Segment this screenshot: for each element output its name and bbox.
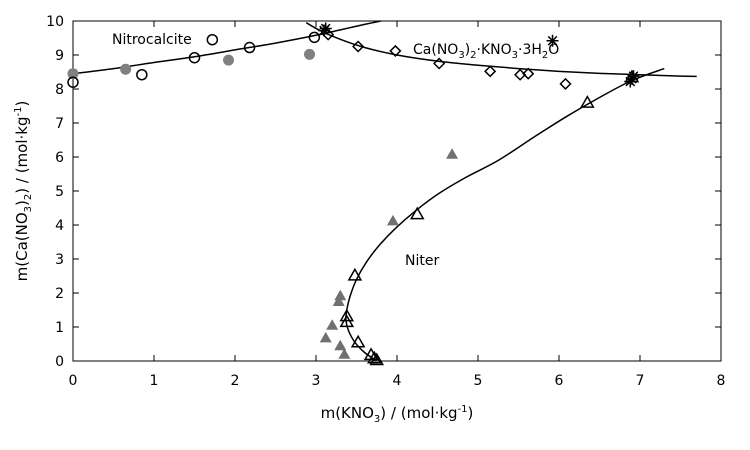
data-point-open-triangle xyxy=(409,206,425,220)
data-point-filled-circle xyxy=(120,63,132,75)
y-tick-label: 2 xyxy=(55,286,64,302)
data-point-filled-triangle xyxy=(326,319,339,330)
x-tick-label: 2 xyxy=(231,373,240,389)
y-tick-label: 1 xyxy=(55,320,64,336)
annotation-niter: Niter xyxy=(405,253,439,269)
y-axis-title-part: kg xyxy=(13,116,31,134)
data-point-filled-triangle xyxy=(338,348,351,359)
data-point-open-triangle xyxy=(624,69,640,83)
double-salt-part: ·3H xyxy=(518,42,542,58)
data-point-open-triangle xyxy=(580,95,595,108)
plot-frame xyxy=(72,20,722,362)
double-salt-sub: 2 xyxy=(470,50,476,61)
x-axis-title-part: m(KNO xyxy=(321,404,374,422)
x-tick-label: 1 xyxy=(150,373,159,389)
data-point-open-circle xyxy=(67,76,79,88)
double-salt-part: Ca(NO xyxy=(413,42,458,58)
data-point-open-circle xyxy=(308,31,321,44)
data-point-filled-triangle xyxy=(334,289,347,301)
data-point-filled-circle xyxy=(304,48,316,60)
data-point-open-diamond xyxy=(522,67,535,80)
y-tick-label: 10 xyxy=(46,14,64,30)
data-point-open-diamond xyxy=(433,57,446,70)
data-point-asterisk xyxy=(627,70,640,83)
data-point-open-diamond xyxy=(352,40,365,53)
x-tick-label: 0 xyxy=(69,373,78,389)
x-axis-title-part: ) xyxy=(468,404,474,422)
data-point-open-triangle xyxy=(367,350,382,364)
y-tick-label: 8 xyxy=(55,82,64,98)
fit-curve xyxy=(305,22,697,78)
x-axis-title-sub: 3 xyxy=(374,414,380,425)
axes xyxy=(72,20,722,362)
data-point-filled-triangle xyxy=(446,148,459,159)
y-axis-title-sup: -1 xyxy=(13,106,24,116)
data-point-open-triangle xyxy=(369,352,385,366)
y-axis-title-part: m(Ca(NO xyxy=(13,212,31,281)
data-points xyxy=(67,22,640,366)
x-tick-label: 8 xyxy=(717,373,726,389)
y-axis-title-part: ) xyxy=(13,101,31,107)
data-point-open-diamond xyxy=(559,77,572,90)
data-point-open-circle xyxy=(243,41,256,54)
double-salt-sub: 3 xyxy=(512,50,518,61)
x-axis-title-dot: · xyxy=(435,404,440,422)
y-tick-label: 5 xyxy=(55,184,64,200)
y-axis-title-part: ) xyxy=(13,200,31,206)
data-point-open-circle xyxy=(136,68,148,81)
data-point-open-triangle xyxy=(339,308,355,322)
x-axis-title-part: kg xyxy=(439,404,457,422)
fit-curve xyxy=(73,20,381,75)
data-point-open-circle xyxy=(188,51,201,64)
double-salt-part: O xyxy=(548,42,559,58)
x-axis-title-part: ) / (mol xyxy=(380,404,434,422)
data-point-asterisk xyxy=(546,34,559,47)
double-salt-part: ) xyxy=(465,42,470,58)
x-axis-title: m(KNO3) / (mol·kg-1) xyxy=(321,404,474,425)
data-point-open-triangle xyxy=(347,267,363,281)
data-point-open-diamond xyxy=(484,65,497,78)
double-salt-sub: 2 xyxy=(542,50,548,61)
x-tick-label: 6 xyxy=(555,373,564,389)
data-point-asterisk xyxy=(625,72,638,85)
x-axis-title-sup: -1 xyxy=(458,404,468,415)
data-point-filled-circle xyxy=(67,68,79,80)
y-tick-label: 0 xyxy=(55,354,64,370)
y-axis-title-sub: 3 xyxy=(23,206,34,212)
x-tick-label: 5 xyxy=(474,373,483,389)
y-tick-label: 7 xyxy=(55,116,64,132)
x-tick-label: 7 xyxy=(636,373,645,389)
double-salt-sub: 3 xyxy=(458,50,464,61)
data-point-open-triangle xyxy=(350,334,366,348)
y-tick-label: 9 xyxy=(55,48,64,64)
y-axis-title-part: ) / (mol xyxy=(13,139,31,193)
y-tick-label: 6 xyxy=(55,150,64,166)
data-point-asterisk xyxy=(319,22,332,35)
y-tick-label: 3 xyxy=(55,252,64,268)
y-axis-title-dot: · xyxy=(13,135,31,140)
annotation-double-salt: Ca(NO3)2·KNO3·3H2O xyxy=(413,42,559,61)
data-point-filled-circle xyxy=(223,54,235,66)
data-point-filled-triangle xyxy=(334,339,347,351)
data-point-filled-triangle xyxy=(332,295,345,306)
data-point-open-diamond xyxy=(389,44,402,57)
annotation-nitrocalcite: Nitrocalcite xyxy=(112,32,192,48)
double-salt-part: ·KNO xyxy=(477,42,512,58)
fit-curves xyxy=(73,20,697,361)
x-tick-label: 4 xyxy=(393,373,402,389)
data-point-filled-triangle xyxy=(386,214,399,226)
y-tick-label: 4 xyxy=(55,218,64,234)
x-tick-label: 3 xyxy=(312,373,321,389)
y-axis-title: m(Ca(NO3)2) / (mol·kg-1) xyxy=(13,101,34,282)
ticks xyxy=(72,20,722,362)
data-point-open-circle xyxy=(206,33,219,46)
data-point-filled-triangle xyxy=(319,331,332,343)
y-axis-title-sub: 2 xyxy=(23,194,34,200)
fit-curve xyxy=(345,67,665,361)
